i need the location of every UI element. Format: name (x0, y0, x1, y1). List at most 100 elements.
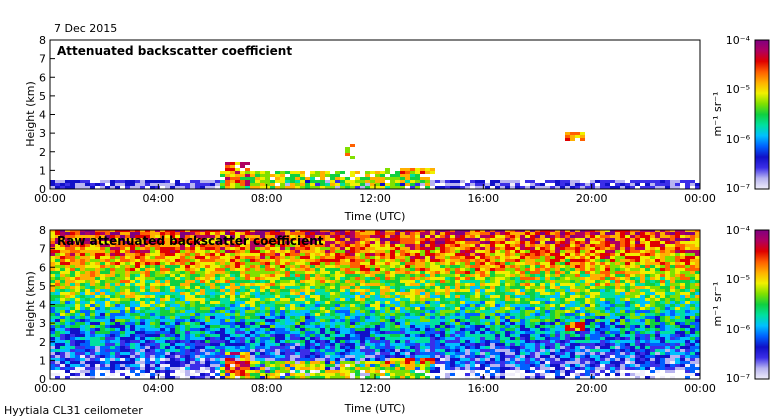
heatmap-cell (390, 280, 395, 283)
heatmap-cell (330, 358, 335, 361)
heatmap-cell (170, 370, 175, 373)
heatmap-cell (615, 358, 620, 361)
heatmap-cell (255, 334, 260, 337)
heatmap-cell (165, 319, 170, 322)
heatmap-cell (60, 331, 65, 334)
heatmap-cell (645, 319, 650, 322)
heatmap-cell (560, 304, 565, 307)
heatmap-cell (625, 340, 630, 343)
heatmap-cell (685, 376, 690, 379)
heatmap-cell (480, 358, 485, 361)
heatmap-cell (620, 286, 625, 289)
heatmap-cell (685, 316, 690, 319)
heatmap-cell (170, 340, 175, 343)
heatmap-cell (120, 183, 125, 186)
heatmap-cell (455, 310, 460, 313)
heatmap-cell (395, 370, 400, 373)
heatmap-cell (495, 337, 500, 340)
heatmap-cell (70, 340, 75, 343)
heatmap-cell (105, 334, 110, 337)
heatmap-cell (185, 343, 190, 346)
heatmap-cell (600, 337, 605, 340)
heatmap-cell (380, 286, 385, 289)
heatmap-cell (410, 177, 415, 180)
heatmap-cell (115, 280, 120, 283)
heatmap-cell (590, 286, 595, 289)
heatmap-cell (195, 292, 200, 295)
heatmap-cell (555, 370, 560, 373)
heatmap-cell (520, 322, 525, 325)
heatmap-cell (400, 310, 405, 313)
heatmap-cell (300, 337, 305, 340)
heatmap-cell (305, 186, 310, 189)
heatmap-cell (675, 280, 680, 283)
heatmap-cell (265, 301, 270, 304)
heatmap-cell (390, 183, 395, 186)
heatmap-cell (50, 295, 55, 298)
heatmap-cell (535, 186, 540, 189)
heatmap-cell (430, 319, 435, 322)
heatmap-cell (215, 343, 220, 346)
heatmap-cell (405, 331, 410, 334)
heatmap-cell (515, 304, 520, 307)
heatmap-cell (585, 370, 590, 373)
heatmap-cell (180, 277, 185, 280)
heatmap-cell (85, 349, 90, 352)
heatmap-cell (270, 319, 275, 322)
heatmap-cell (55, 331, 60, 334)
heatmap-cell (565, 361, 570, 364)
heatmap-cell (110, 349, 115, 352)
heatmap-cell (390, 337, 395, 340)
heatmap-cell (330, 364, 335, 367)
heatmap-cell (380, 334, 385, 337)
heatmap-cell (290, 174, 295, 177)
heatmap-cell (415, 367, 420, 370)
heatmap-cell (310, 286, 315, 289)
heatmap-cell (80, 349, 85, 352)
heatmap-cell (575, 361, 580, 364)
heatmap-cell (605, 361, 610, 364)
heatmap-cell (85, 298, 90, 301)
heatmap-cell (230, 168, 235, 171)
heatmap-cell (215, 325, 220, 328)
heatmap-cell (335, 316, 340, 319)
heatmap-cell (90, 361, 95, 364)
heatmap-cell (375, 274, 380, 277)
heatmap-cell (125, 274, 130, 277)
heatmap-cell (325, 370, 330, 373)
heatmap-cell (450, 343, 455, 346)
heatmap-cell (285, 280, 290, 283)
heatmap-cell (210, 301, 215, 304)
heatmap-cell (425, 274, 430, 277)
heatmap-cell (595, 322, 600, 325)
heatmap-cell (335, 373, 340, 376)
heatmap-cell (680, 367, 685, 370)
heatmap-cell (125, 180, 130, 183)
heatmap-cell (415, 304, 420, 307)
heatmap-cell (390, 289, 395, 292)
heatmap-cell (100, 180, 105, 183)
heatmap-cell (540, 298, 545, 301)
heatmap-cell (75, 280, 80, 283)
heatmap-cell (650, 301, 655, 304)
heatmap-cell (430, 334, 435, 337)
heatmap-cell (135, 277, 140, 280)
heatmap-cell (120, 337, 125, 340)
heatmap-cells (50, 230, 700, 379)
heatmap-cell (495, 373, 500, 376)
heatmap-cell (295, 364, 300, 367)
heatmap-cell (215, 304, 220, 307)
heatmap-cell (155, 322, 160, 325)
heatmap-cell (530, 180, 535, 183)
heatmap-cell (300, 286, 305, 289)
heatmap-cell (265, 180, 270, 183)
heatmap-cell (160, 346, 165, 349)
heatmap-cell (370, 343, 375, 346)
heatmap-cell (690, 283, 695, 286)
heatmap-cell (335, 376, 340, 379)
heatmap-cell (355, 358, 360, 361)
heatmap-cell (300, 316, 305, 319)
heatmap-cell (475, 186, 480, 189)
heatmap-cell (570, 346, 575, 349)
heatmap-cell (445, 328, 450, 331)
